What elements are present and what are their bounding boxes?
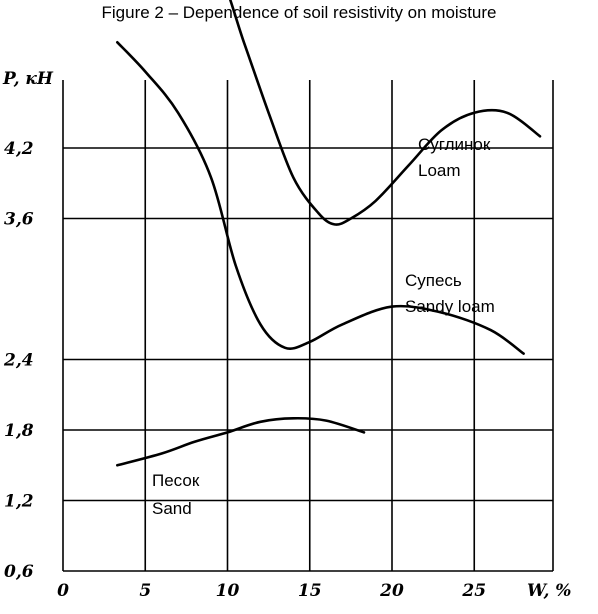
series-lines xyxy=(116,0,542,467)
annotation-sand-ru: Песок xyxy=(152,471,200,490)
y-tick-label: 0,6 xyxy=(4,562,34,582)
annotation-sandy-loam-ru: Супесь xyxy=(405,271,462,290)
y-tick-label: 4,2 xyxy=(4,139,34,159)
annotation-loam: Суглинок Loam xyxy=(418,135,491,180)
y-tick-label: 3,6 xyxy=(4,210,34,230)
annotation-sand-en: Sand xyxy=(152,499,192,518)
annotation-sandy-loam-en: Sandy loam xyxy=(405,297,495,316)
x-tick-label: 0 xyxy=(57,581,69,601)
x-tick-label: 10 xyxy=(216,581,240,601)
y-tick-label: 2,4 xyxy=(3,351,34,371)
x-tick-label: 5 xyxy=(139,581,151,601)
series-line-sand xyxy=(116,416,366,467)
annotation-sand: Песок Sand xyxy=(152,471,200,518)
x-tick-label: 20 xyxy=(379,581,404,601)
y-tick-label: 1,8 xyxy=(4,421,34,441)
x-tick-label: 15 xyxy=(298,581,322,601)
series-line-sandy-loam xyxy=(116,41,525,355)
chart-title: Figure 2 – Dependence of soil resistivit… xyxy=(102,3,497,22)
y-tick-label: 1,2 xyxy=(4,492,34,512)
annotation-sandy-loam: Супесь Sandy loam xyxy=(405,271,495,316)
series-line-loam xyxy=(228,0,542,226)
x-axis-label: W, % xyxy=(527,581,571,601)
x-tick-label: 25 xyxy=(461,581,486,601)
annotation-loam-en: Loam xyxy=(418,161,461,180)
y-axis-label: P, кН xyxy=(2,69,54,89)
grid xyxy=(62,80,554,572)
annotation-loam-ru: Суглинок xyxy=(418,135,491,154)
